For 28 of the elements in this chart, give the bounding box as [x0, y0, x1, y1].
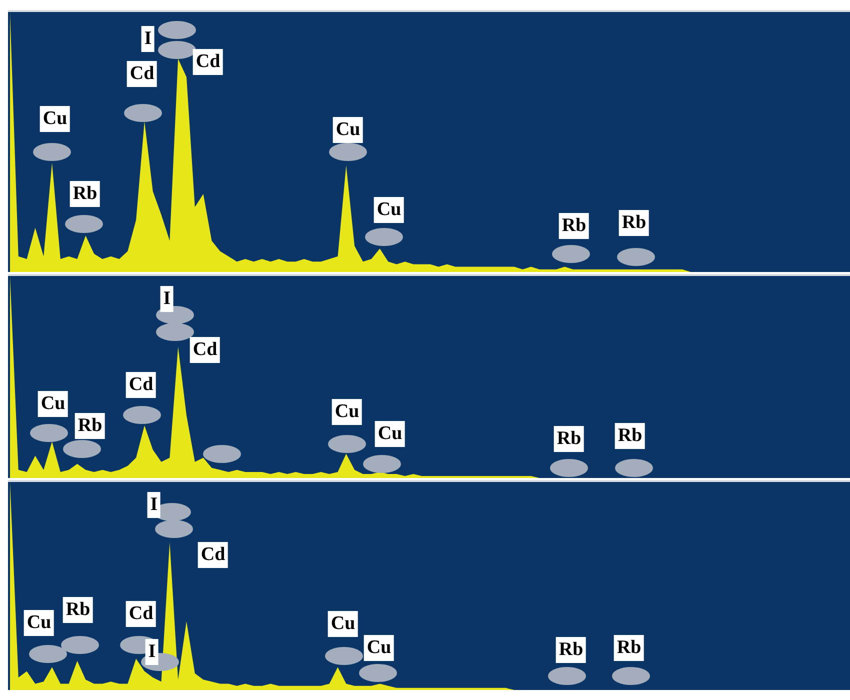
annotation: Cd — [126, 601, 156, 627]
annotation: Cd — [190, 337, 220, 363]
annotation: Rb — [556, 637, 586, 663]
annotation: Cd — [198, 542, 228, 568]
annotation: Cu — [328, 611, 358, 637]
annotation: Cu — [364, 635, 394, 661]
annotation: Cu — [374, 197, 404, 223]
annotation: I — [141, 26, 155, 52]
annotation: Rb — [614, 423, 646, 449]
annotation: I — [145, 639, 159, 665]
annotation: I — [160, 286, 174, 312]
annotation: Cd — [126, 372, 156, 398]
annotation: Cd — [192, 49, 224, 75]
annotation: Rb — [74, 413, 106, 439]
annotation: I — [147, 492, 161, 518]
annotation: Rb — [554, 426, 584, 452]
annotation: Cu — [24, 610, 54, 636]
annotation: Cu — [332, 117, 364, 143]
annotation: Cu — [374, 421, 406, 447]
annotation: Rb — [614, 635, 644, 661]
annotation: Rb — [558, 213, 590, 239]
annotation: Rb — [62, 597, 94, 623]
annotation: Cu — [38, 391, 68, 417]
annotation: Cu — [40, 106, 70, 132]
annotation: Rb — [70, 181, 100, 207]
annotation: Cd — [126, 61, 158, 87]
annotation: Rb — [618, 210, 650, 236]
annotation: Cu — [332, 399, 362, 425]
